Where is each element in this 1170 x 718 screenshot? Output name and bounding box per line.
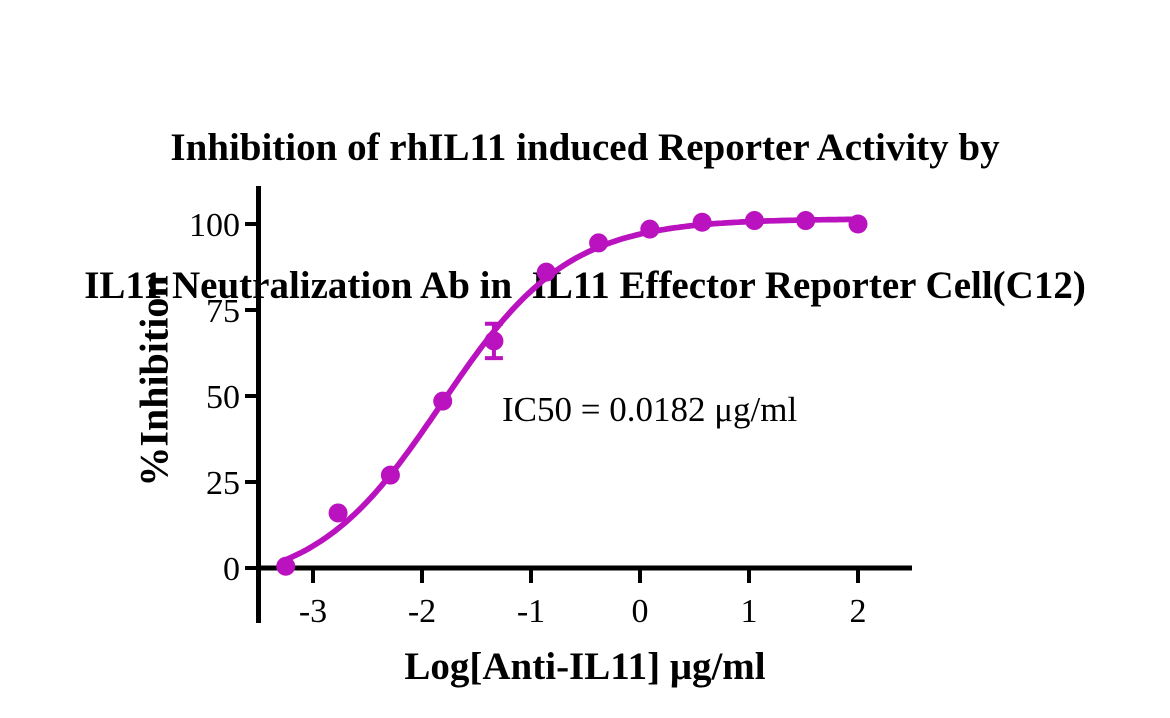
y-tick-label: 0 [223, 551, 240, 588]
x-tick-label: -2 [408, 593, 436, 630]
x-axis-label: Log[Anti-IL11] μg/ml [404, 645, 766, 688]
data-point [796, 211, 816, 231]
y-tick-label: 75 [206, 293, 240, 330]
ic50-annotation: IC50 = 0.0182 μg/ml [502, 390, 798, 429]
data-point [433, 391, 453, 411]
data-point [692, 212, 712, 232]
data-point [848, 214, 868, 234]
x-tick-label: 1 [741, 593, 758, 630]
data-point [328, 503, 348, 523]
data-point [744, 211, 764, 231]
chart-title-line1: Inhibition of rhIL11 induced Reporter Ac… [170, 126, 1000, 169]
x-tick-label: 0 [632, 593, 649, 630]
data-point [276, 556, 296, 576]
data-point [536, 262, 556, 282]
y-tick-label: 50 [206, 379, 240, 416]
data-point [589, 233, 609, 253]
fit-curve [282, 216, 861, 563]
data-point [380, 465, 400, 485]
x-tick-label: -1 [517, 593, 545, 630]
data-point [484, 331, 504, 351]
x-tick-label: 2 [850, 593, 867, 630]
x-tick-label: -3 [299, 593, 327, 630]
y-tick-label: 25 [206, 465, 240, 502]
chart-title: Inhibition of rhIL11 induced Reporter Ac… [0, 33, 1170, 401]
chart-title-line2: IL11 Neutralization Ab in IL11 Effector … [84, 264, 1086, 307]
y-tick-label: 100 [189, 207, 240, 244]
data-point [640, 219, 660, 239]
